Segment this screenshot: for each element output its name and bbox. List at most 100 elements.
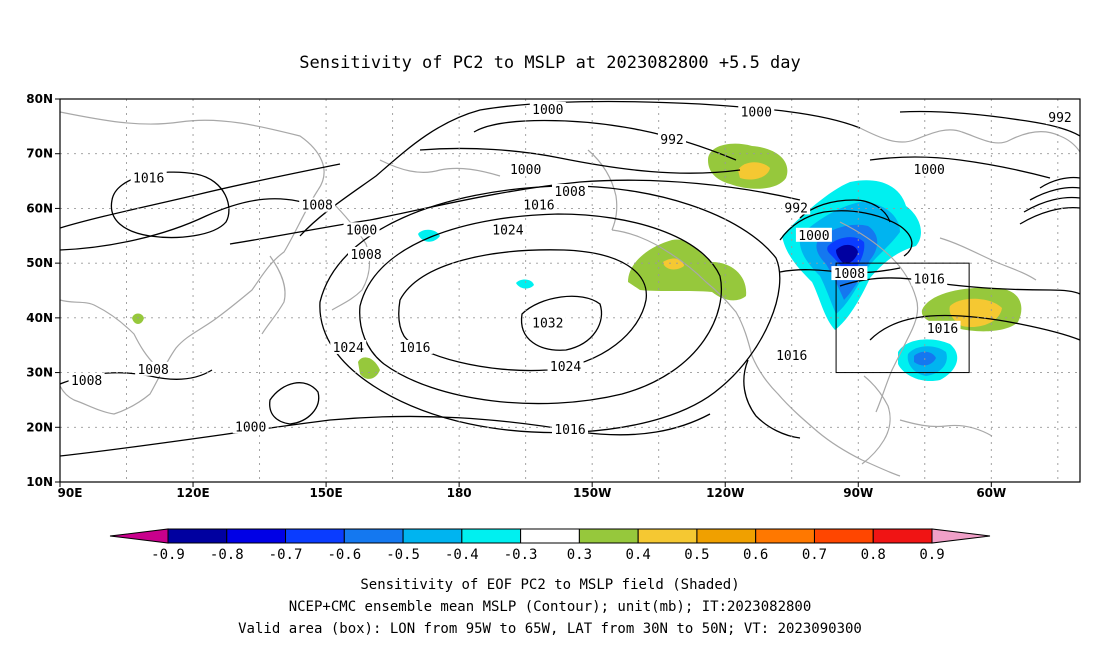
contour-label-bg xyxy=(773,348,810,363)
contour-label: 1000 xyxy=(914,163,945,178)
contour-label-bg xyxy=(552,422,588,437)
colorbar-swatch xyxy=(755,528,815,544)
contour-label: 1008 xyxy=(302,199,333,214)
colorbar-swatch xyxy=(696,528,757,544)
latitude-labels: 80N 70N 60N 50N 40N 30N 20N 10N xyxy=(26,92,60,489)
contour-label-bg xyxy=(68,372,105,387)
contour-label: 1000 xyxy=(510,163,541,178)
isobar-1000-north2 xyxy=(60,163,341,229)
shade-negative-canada-core xyxy=(836,244,858,264)
contour-label-bg xyxy=(396,339,433,354)
contour-label-bg xyxy=(529,315,566,330)
lon-tick-label: 120W xyxy=(706,486,744,500)
lat-tick-label: 80N xyxy=(26,92,53,106)
colorbar-label: 0.7 xyxy=(802,547,827,563)
colorbar-swatch xyxy=(813,528,874,544)
contour-label: 1024 xyxy=(550,360,581,375)
colorbar-label: 0.9 xyxy=(919,547,944,563)
shade-negative-small-2 xyxy=(516,279,534,289)
colorbar-swatch xyxy=(461,528,522,544)
contour-label-bg xyxy=(507,162,544,177)
contour-label-bg xyxy=(529,101,566,116)
lon-tick-label: 90E xyxy=(58,486,83,500)
colorbar-swatch xyxy=(872,528,933,544)
lon-tick-label: 150E xyxy=(309,486,342,500)
contour-label: 1000 xyxy=(235,420,266,435)
contour-label-bg xyxy=(911,162,948,177)
contour-label: 1016 xyxy=(927,322,958,337)
contour-label-bg xyxy=(130,170,167,185)
isobar-1016-south xyxy=(60,413,711,457)
isobar-1032 xyxy=(520,295,603,351)
contour-label: 992 xyxy=(784,201,807,216)
contour-label: 1024 xyxy=(333,341,364,356)
isobar-992 xyxy=(473,119,737,161)
contour-label: 1000 xyxy=(346,223,377,238)
shade-negative-small-1 xyxy=(418,229,440,242)
colorbar-label: -0.7 xyxy=(269,547,303,563)
valid-area-box xyxy=(835,262,970,374)
colorbar-under-triangle xyxy=(109,528,169,544)
colorbar-swatch xyxy=(226,528,287,544)
contour-label-bg xyxy=(348,246,384,261)
shade-positive-hudson-core xyxy=(738,162,770,180)
contour-label-bg xyxy=(911,271,948,286)
contour-label: 992 xyxy=(660,133,683,148)
isobar-1000-canada xyxy=(779,210,913,257)
caption-line-3: Valid area (box): LON from 95W to 65W, L… xyxy=(238,621,862,637)
isobar-1024 xyxy=(398,249,647,372)
colorbar-label: -0.9 xyxy=(151,547,185,563)
contour-label-bg xyxy=(232,419,269,434)
contour-label-bg xyxy=(552,184,588,199)
contour-label: 1024 xyxy=(492,223,523,238)
contour-label-bg xyxy=(738,104,775,119)
contour-label-bg xyxy=(831,266,868,281)
lon-tick-label: 90W xyxy=(843,486,873,500)
lat-tick-label: 60N xyxy=(26,201,53,215)
lat-tick-label: 10N xyxy=(26,475,53,489)
colorbar-swatch xyxy=(167,528,228,544)
contour-label-bg xyxy=(924,320,961,335)
colorbar-over-triangle xyxy=(931,528,991,544)
contour-label-bg xyxy=(299,197,336,212)
colorbar-label: -0.5 xyxy=(386,547,420,563)
contour-label: 1000 xyxy=(741,106,772,121)
isobar-1008-west xyxy=(60,198,321,251)
contour-label: 1008 xyxy=(350,248,381,263)
colorbar-label: 0.3 xyxy=(567,547,592,563)
isobar-east-4 xyxy=(1019,206,1080,225)
contour-label: 1016 xyxy=(133,171,164,186)
isobar-1000-atl-high xyxy=(869,156,1051,179)
colorbar-swatch xyxy=(578,528,639,544)
shade-positive-gulf-alaska xyxy=(628,239,747,301)
lon-tick-label: 180 xyxy=(447,486,472,500)
colorbar-label: 0.4 xyxy=(626,547,651,563)
lat-tick-label: 40N xyxy=(26,311,53,325)
lon-tick-label: 60W xyxy=(976,486,1006,500)
isobar-east-2 xyxy=(1029,186,1080,201)
caption-line-2: NCEP+CMC ensemble mean MSLP (Contour); u… xyxy=(289,599,812,615)
colorbar-swatch xyxy=(520,528,580,544)
isobar-east-1 xyxy=(1039,176,1080,189)
isobar-1000-sw xyxy=(269,382,320,425)
colorbar: -0.9 -0.8 -0.7 -0.6 -0.5 -0.4 -0.3 0.3 0.4 0.5 0.6… xyxy=(109,528,991,563)
lat-tick-label: 20N xyxy=(26,420,53,434)
lon-tick-label: 120E xyxy=(176,486,209,500)
shade-positive-atlantic-core xyxy=(949,298,1002,328)
isobar-992-canada xyxy=(799,199,891,223)
colorbar-label: 0.6 xyxy=(743,547,768,563)
contour-label-bg xyxy=(782,200,811,215)
isobar-east-3 xyxy=(1023,196,1080,213)
colorbar-label: -0.3 xyxy=(504,547,538,563)
contour-label-bg xyxy=(343,222,380,237)
colorbar-swatch xyxy=(402,528,463,544)
shade-positive-small-1 xyxy=(132,313,144,324)
isobar-1016-atlantic xyxy=(839,277,1080,295)
contour-label: 1032 xyxy=(532,316,563,331)
contour-label-bg xyxy=(520,197,557,212)
isobars xyxy=(60,100,1080,457)
colorbar-label: -0.8 xyxy=(210,547,244,563)
colorbar-label: -0.4 xyxy=(445,547,479,563)
